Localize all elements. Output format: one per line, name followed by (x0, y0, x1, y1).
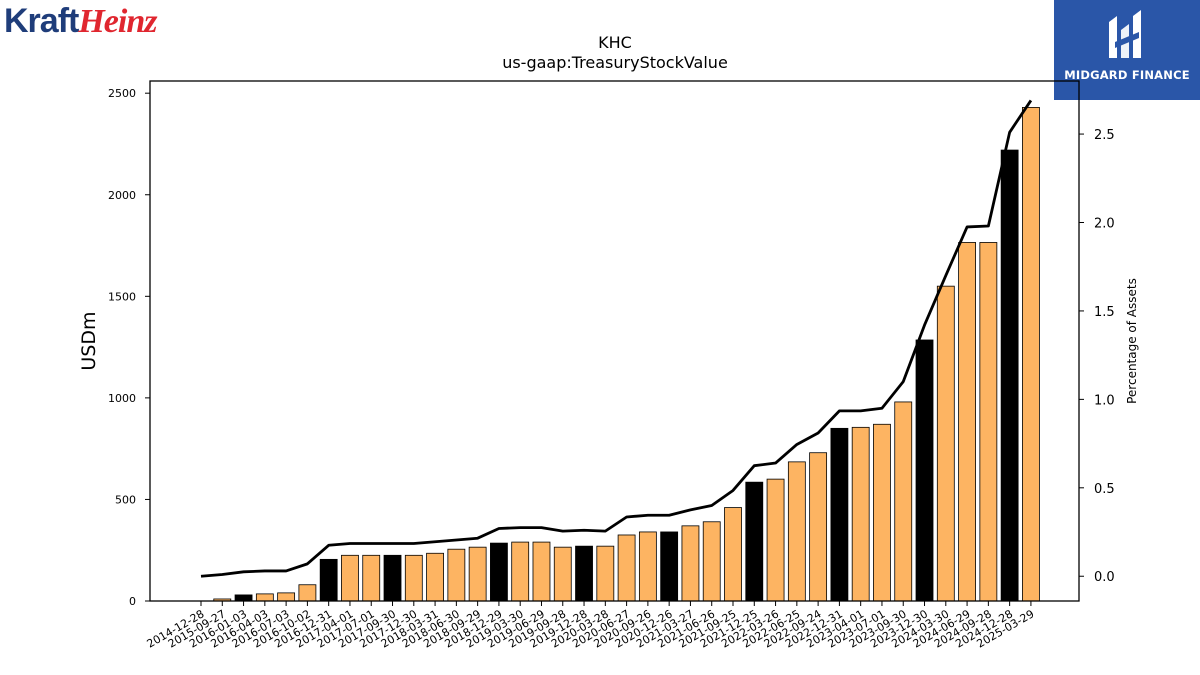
bar-2022-03-26 (766, 478, 785, 602)
y2-tick-label: 1.0 (1094, 393, 1115, 408)
y-tick-label: 1000 (108, 392, 136, 405)
bar-2016-07-03 (277, 592, 296, 602)
left-axis: 0 500 1000 1500 2000 2500 (108, 87, 150, 608)
bar-2017-04-01 (341, 554, 359, 602)
y2-tick-label: 2.0 (1094, 216, 1115, 231)
bar-2019-12-28 (575, 545, 593, 602)
bar-2016-04-03 (255, 593, 274, 602)
bar-2022-12-31 (830, 427, 849, 602)
bar-2022-06-25 (787, 461, 806, 602)
midgard-finance-name: MIDGARD FINANCE (1064, 68, 1190, 82)
x-axis: 2014-12-282015-09-272016-01-032016-04-03… (145, 601, 1036, 651)
bar-2021-09-25 (724, 507, 742, 602)
bar-2024-09-28 (979, 242, 998, 602)
bar-2022-09-24 (809, 452, 828, 602)
y-tick-label: 1500 (108, 290, 136, 303)
bar-2020-06-27 (617, 534, 636, 602)
logo-text-kraft: Kraft (4, 2, 79, 40)
bar-2018-06-30 (447, 548, 466, 602)
bar-2024-03-30 (936, 285, 955, 602)
kraft-heinz-logo: KraftHeinz (4, 2, 157, 42)
bars-layer (213, 107, 1040, 602)
bar-2025-03-29 (1022, 107, 1040, 602)
bar-2019-09-28 (553, 546, 572, 602)
bar-2023-04-01 (851, 426, 870, 602)
right-axis: 0.0 0.5 1.0 1.5 2.0 2.5 (1079, 128, 1115, 585)
bar-2019-06-29 (532, 541, 551, 602)
percentage-of-assets-line (200, 99, 1033, 578)
y-tick-label: 500 (115, 493, 136, 506)
bar-2017-09-30 (383, 554, 402, 602)
bar-2020-12-26 (660, 531, 679, 602)
y-tick-label: 0 (129, 595, 136, 608)
chart-subtitle: us-gaap:TreasuryStockValue (502, 53, 728, 72)
bar-2023-07-01 (873, 423, 891, 602)
bar-2023-09-30 (894, 401, 913, 602)
y2-axis-label: Percentage of Assets (1125, 278, 1139, 404)
bar-2023-12-30 (915, 339, 934, 602)
midgard-logo-icon (1109, 10, 1141, 58)
plot-frame (149, 80, 1080, 602)
logo-text-heinz: Heinz (78, 3, 157, 40)
bar-2021-03-27 (681, 525, 700, 602)
bar-2018-03-31 (426, 552, 444, 602)
y2-tick-label: 1.5 (1094, 305, 1115, 320)
chart-title: KHC (598, 33, 632, 52)
midgard-finance-badge: MIDGARD FINANCE (1054, 0, 1200, 100)
bar-2021-12-25 (745, 481, 764, 602)
bar-2020-03-28 (596, 545, 615, 602)
y-tick-label: 2500 (108, 87, 136, 100)
y-axis-label: USDm (78, 311, 100, 370)
y2-tick-label: 0.5 (1094, 482, 1115, 497)
bar-2018-12-29 (490, 542, 508, 602)
bar-2018-09-29 (468, 546, 487, 602)
bar-2016-12-31 (319, 558, 338, 602)
bar-2020-09-26 (638, 531, 657, 602)
bar-2016-10-02 (298, 584, 317, 602)
bar-2024-06-29 (958, 242, 976, 602)
bar-2017-07-01 (362, 554, 381, 602)
bar-2016-01-03 (234, 594, 253, 602)
y2-tick-label: 2.5 (1094, 128, 1115, 143)
bar-2019-03-30 (511, 541, 530, 602)
y2-tick-label: 0.0 (1094, 570, 1115, 585)
y-tick-label: 2000 (108, 189, 136, 202)
bar-2024-12-28 (1000, 149, 1019, 602)
bar-2017-12-30 (404, 554, 423, 602)
bar-2021-06-26 (702, 521, 721, 602)
